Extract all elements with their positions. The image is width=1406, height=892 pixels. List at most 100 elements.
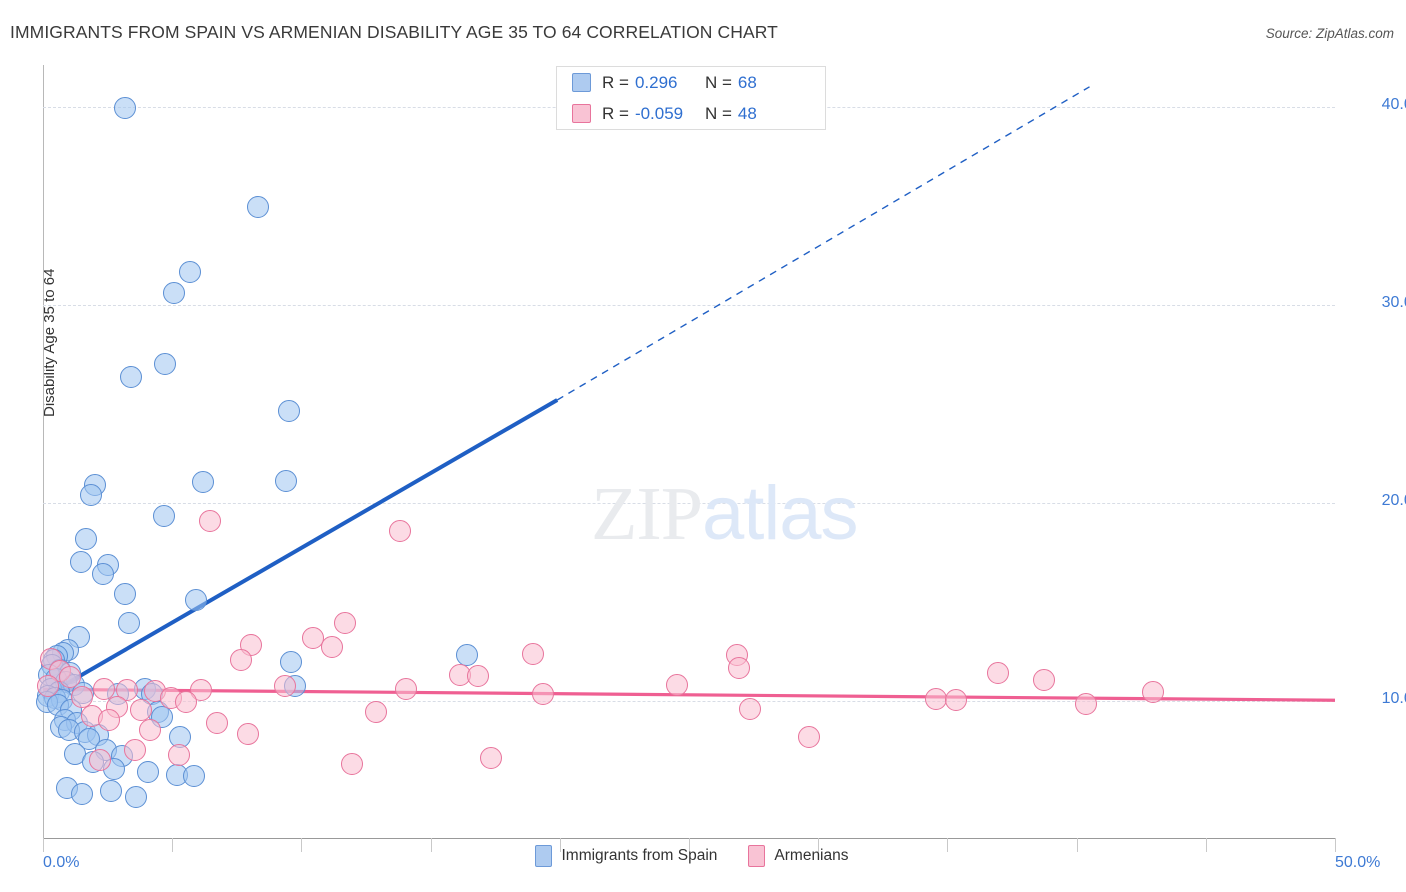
data-point[interactable] — [91, 563, 114, 586]
x-tick — [818, 838, 820, 852]
data-point[interactable] — [97, 709, 120, 732]
source-attribution: Source: ZipAtlas.com — [1265, 26, 1394, 41]
data-point[interactable] — [321, 635, 344, 658]
data-point[interactable] — [302, 626, 325, 649]
data-point[interactable] — [70, 686, 93, 709]
data-point[interactable] — [163, 281, 186, 304]
data-point[interactable] — [455, 643, 478, 666]
data-point[interactable] — [1033, 669, 1056, 692]
x-tick — [43, 838, 44, 852]
x-tick — [1335, 838, 1336, 852]
data-point[interactable] — [175, 691, 198, 714]
data-point[interactable] — [206, 712, 229, 735]
data-point[interactable] — [340, 752, 363, 775]
data-point[interactable] — [99, 780, 122, 803]
data-point[interactable] — [80, 484, 103, 507]
blue-trend-line-solid — [41, 398, 559, 700]
legend-swatch-blue — [572, 73, 591, 92]
series-label-immigrants-from-spain[interactable]: Immigrants from Spain — [561, 847, 718, 864]
data-point[interactable] — [273, 675, 296, 698]
trend-lines — [41, 86, 1336, 702]
data-point[interactable] — [467, 665, 490, 688]
x-tick — [559, 838, 561, 852]
data-point[interactable] — [229, 648, 252, 671]
data-point[interactable] — [532, 683, 554, 706]
legend-r-value-blue: 0.296 — [634, 72, 678, 92]
data-point[interactable] — [945, 689, 968, 712]
data-point[interactable] — [167, 743, 190, 766]
data-point[interactable] — [738, 698, 761, 721]
data-point[interactable] — [192, 471, 215, 494]
x-tick — [1076, 838, 1078, 852]
data-point[interactable] — [125, 786, 148, 809]
data-point[interactable] — [237, 722, 260, 745]
blue-trend-line-dashed — [556, 86, 1090, 401]
data-point[interactable] — [154, 353, 177, 376]
data-point[interactable] — [75, 527, 98, 550]
data-point[interactable] — [59, 666, 82, 689]
data-point[interactable] — [728, 656, 751, 679]
data-point[interactable] — [118, 611, 141, 634]
data-point[interactable] — [179, 261, 202, 284]
data-point[interactable] — [183, 764, 206, 787]
data-point[interactable] — [130, 699, 153, 722]
series-swatch-immigrants-from-spain[interactable] — [535, 845, 553, 867]
data-point[interactable] — [480, 746, 503, 769]
data-point[interactable] — [114, 96, 137, 119]
data-point[interactable] — [798, 725, 821, 748]
data-point[interactable] — [1141, 681, 1164, 704]
data-point[interactable] — [275, 470, 298, 493]
data-point[interactable] — [139, 718, 162, 741]
legend-row-blue: R = 0.296 N = 68 — [557, 67, 825, 98]
gridline — [43, 701, 1335, 703]
data-point[interactable] — [280, 650, 303, 673]
data-point[interactable] — [247, 195, 270, 218]
data-point[interactable] — [153, 504, 176, 527]
data-point[interactable] — [1074, 693, 1097, 716]
x-tick — [689, 838, 690, 852]
x-axis-max-label: 50.0% — [1335, 854, 1381, 871]
data-point[interactable] — [123, 738, 146, 761]
data-point[interactable] — [36, 675, 59, 698]
x-tick — [301, 838, 303, 852]
data-point[interactable] — [278, 399, 301, 422]
data-point[interactable] — [924, 688, 947, 711]
chart-plot-area: Disability Age 35 to 64 10.0%20.0%30.0%4… — [36, 65, 1406, 852]
data-point[interactable] — [115, 679, 138, 702]
legend-row-pink: R = -0.059 N = 48 — [557, 98, 825, 129]
x-tick — [430, 838, 432, 852]
legend-swatch-pink — [572, 104, 591, 123]
data-point[interactable] — [986, 662, 1009, 685]
data-point[interactable] — [185, 589, 208, 612]
data-point[interactable] — [71, 783, 94, 806]
data-point[interactable] — [88, 748, 111, 771]
series-swatch-armenians[interactable] — [748, 845, 766, 867]
pink-trend-line — [42, 687, 1336, 702]
legend-r-label-pink: R = — [602, 103, 629, 123]
y-tick-label: 30.0% — [1381, 293, 1406, 311]
data-point[interactable] — [334, 611, 357, 634]
x-tick — [172, 838, 174, 852]
y-tick-label: 10.0% — [1381, 690, 1406, 708]
legend-n-value-pink: 48 — [737, 103, 757, 123]
data-point[interactable] — [666, 674, 689, 697]
data-point[interactable] — [521, 642, 544, 665]
data-point[interactable] — [388, 519, 411, 542]
correlation-legend: R = 0.296 N = 68 R = -0.059 N = 48 — [556, 66, 826, 130]
series-label-armenians[interactable]: Armenians — [774, 847, 849, 864]
legend-n-label-pink: N = — [704, 103, 732, 123]
data-point[interactable] — [77, 727, 100, 750]
data-point[interactable] — [120, 366, 143, 389]
data-point[interactable] — [198, 509, 221, 532]
data-point[interactable] — [365, 701, 388, 724]
x-tick — [947, 838, 949, 852]
data-point[interactable] — [136, 760, 159, 783]
y-axis-line — [43, 65, 44, 838]
data-point[interactable] — [114, 583, 137, 606]
x-axis-min-label: 0.0% — [43, 854, 80, 871]
gridline — [43, 503, 1335, 505]
x-tick — [1205, 838, 1207, 852]
data-point[interactable] — [69, 550, 92, 573]
data-point[interactable] — [395, 678, 418, 701]
data-point[interactable] — [92, 678, 115, 701]
